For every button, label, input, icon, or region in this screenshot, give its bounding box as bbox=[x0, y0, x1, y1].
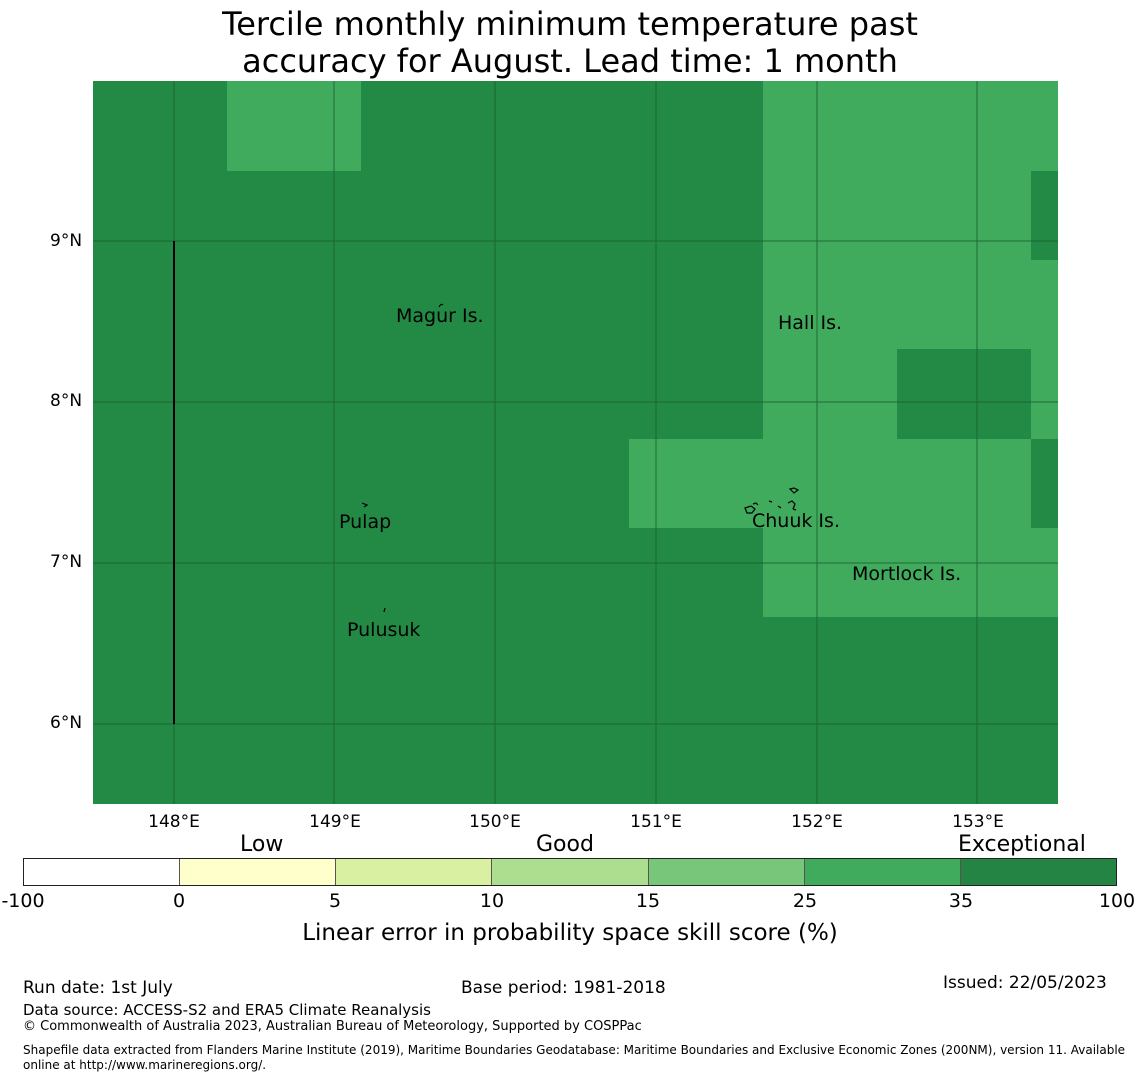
colorbar bbox=[23, 858, 1117, 886]
shapefile-credit-line-1: Shapefile data extracted from Flanders M… bbox=[23, 1043, 1126, 1057]
x-tick-label: 150°E bbox=[469, 812, 521, 832]
category-exceptional: Exceptional bbox=[958, 832, 1086, 857]
x-tick-label: 151°E bbox=[630, 812, 682, 832]
colorbar-label: Linear error in probability space skill … bbox=[302, 920, 838, 946]
island-outlines bbox=[361, 303, 800, 613]
issued-date: Issued: 22/05/2023 bbox=[943, 973, 1107, 993]
colorbar-segment bbox=[648, 859, 805, 885]
colorbar-tick: 35 bbox=[948, 890, 974, 912]
colorbar-tick: 10 bbox=[479, 890, 505, 912]
colorbar-tick: -100 bbox=[1, 890, 45, 912]
y-tick-label: 7°N bbox=[50, 552, 83, 572]
y-tick-label: 9°N bbox=[50, 231, 83, 251]
data-source: Data source: ACCESS-S2 and ERA5 Climate … bbox=[23, 1001, 431, 1019]
place-label-mortlock: Mortlock Is. bbox=[852, 563, 962, 585]
map-canvas bbox=[93, 81, 1058, 804]
colorbar-tick: 5 bbox=[328, 890, 342, 912]
skill-cell bbox=[763, 439, 1058, 617]
colorbar-tick: 100 bbox=[1098, 890, 1136, 912]
skill-cell bbox=[897, 349, 1031, 439]
shapefile-credit-line-2: online at http://www.marineregions.org/. bbox=[23, 1058, 267, 1072]
colorbar-segment bbox=[336, 859, 493, 885]
base-period: Base period: 1981-2018 bbox=[461, 978, 666, 998]
copyright: © Commonwealth of Australia 2023, Austra… bbox=[23, 1019, 642, 1034]
skill-cell bbox=[1031, 439, 1058, 528]
colorbar-tick: 0 bbox=[172, 890, 186, 912]
colorbar-tick: 15 bbox=[635, 890, 661, 912]
colorbar-tick: 25 bbox=[792, 890, 818, 912]
place-label-pulap: Pulap bbox=[339, 511, 392, 533]
skill-cell bbox=[227, 81, 361, 171]
title-line-2: accuracy for August. Lead time: 1 month bbox=[242, 42, 898, 80]
gridlines bbox=[93, 81, 1058, 804]
place-label-hall: Hall Is. bbox=[778, 312, 843, 334]
y-tick-label: 6°N bbox=[50, 713, 83, 733]
title-line-1: Tercile monthly minimum temperature past bbox=[222, 5, 918, 43]
place-label-magur: Magur Is. bbox=[396, 305, 484, 327]
x-tick-label: 153°E bbox=[952, 812, 1004, 832]
x-tick-label: 148°E bbox=[148, 812, 200, 832]
category-low: Low bbox=[240, 832, 284, 857]
x-tick-label: 152°E bbox=[791, 812, 843, 832]
colorbar-segment bbox=[180, 859, 337, 885]
place-label-chuuk: Chuuk Is. bbox=[752, 510, 840, 532]
category-good: Good bbox=[536, 832, 594, 857]
skill-map bbox=[93, 81, 1058, 804]
y-tick-label: 8°N bbox=[50, 391, 83, 411]
map-title: Tercile monthly minimum temperature past… bbox=[0, 6, 1140, 80]
colorbar-segment bbox=[24, 859, 181, 885]
colorbar-segment bbox=[804, 859, 961, 885]
skill-cell bbox=[629, 439, 763, 528]
place-label-pulusuk: Pulusuk bbox=[347, 619, 421, 641]
colorbar-segment bbox=[960, 859, 1116, 885]
colorbar-segment bbox=[492, 859, 649, 885]
skill-cell bbox=[1031, 171, 1058, 260]
x-tick-label: 149°E bbox=[309, 812, 361, 832]
run-date: Run date: 1st July bbox=[23, 978, 173, 998]
